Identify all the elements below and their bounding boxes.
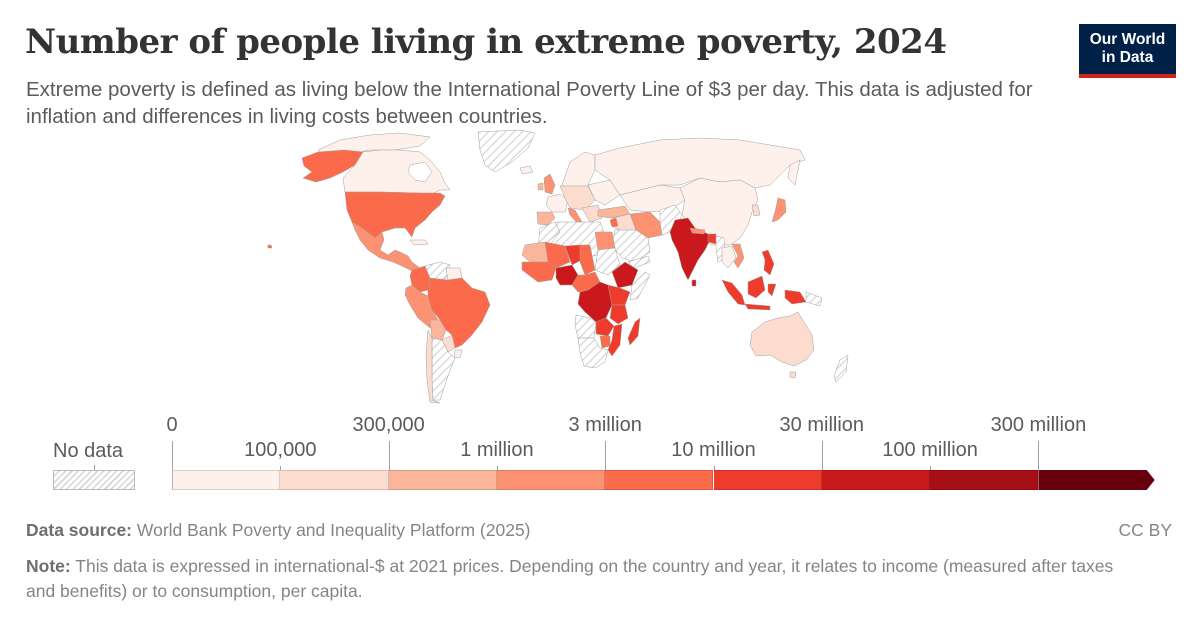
chart-title: Number of people living in extreme pover…: [25, 22, 947, 62]
legend-no-data-label: No data: [53, 440, 124, 462]
legend-no-data-swatch[interactable]: [53, 470, 135, 490]
region-australia: [749, 311, 815, 367]
legend-tick-label: 100,000: [244, 439, 317, 461]
region-iceland: [519, 165, 534, 175]
region-drc: [577, 281, 613, 323]
region-eastern-europe: [587, 179, 621, 206]
region-mexico: [351, 221, 401, 263]
region-sulawesi: [767, 283, 777, 297]
note-label: Note:: [26, 556, 71, 576]
region-tasmania: [789, 371, 797, 379]
legend-tick-minor: [280, 466, 282, 470]
region-hawaii: [267, 244, 273, 249]
legend-bin-7[interactable]: [930, 470, 1039, 490]
legend-bin-4[interactable]: [605, 470, 714, 490]
region-bolivia: [429, 319, 447, 341]
region-nepal: [689, 227, 706, 235]
legend-tick-major: [821, 441, 823, 470]
region-southern-africa: [577, 337, 609, 369]
region-sumatra: [721, 279, 746, 306]
legend-tick-label: 300,000: [352, 414, 425, 436]
region-papua: [784, 289, 807, 305]
region-somalia: [629, 271, 651, 301]
legend-tick-label: 30 million: [779, 414, 865, 436]
region-nz: [833, 354, 849, 383]
region-zambia: [595, 317, 615, 337]
region-philippines: [761, 249, 775, 276]
region-png: [805, 291, 823, 307]
world-map[interactable]: [250, 125, 950, 415]
footnote: Note: This data is expressed in internat…: [26, 554, 1146, 604]
region-ireland: [537, 182, 544, 191]
region-france: [545, 193, 569, 213]
legend-bin-5[interactable]: [713, 470, 822, 490]
legend-tick-minor: [713, 466, 715, 470]
region-hudson-bay: [407, 161, 433, 183]
region-borneo: [747, 275, 766, 299]
region-greenland: [477, 129, 536, 173]
legend-bin-0[interactable]: [172, 470, 281, 490]
data-source-link[interactable]: World Bank Poverty and Inequality Platfo…: [136, 520, 531, 540]
legend-tick-label: 10 million: [671, 439, 756, 461]
region-bangladesh: [707, 233, 717, 245]
owid-logo[interactable]: Our World in Data: [1079, 24, 1176, 78]
region-japan: [771, 197, 787, 223]
region-yemen: [627, 255, 651, 269]
legend-no-data-tick: [94, 465, 95, 471]
legend-bin-6[interactable]: [821, 470, 931, 490]
region-korea: [751, 204, 761, 217]
region-uruguay: [453, 349, 463, 359]
legend-tick-major: [605, 441, 607, 470]
legend-tick-label: 300 million: [990, 414, 1087, 436]
region-tanzania: [609, 304, 629, 325]
region-srilanka: [691, 279, 697, 287]
region-west-africa: [521, 261, 557, 283]
region-thailand: [721, 245, 737, 269]
legend-bin-1[interactable]: [280, 470, 389, 490]
region-kamchatka: [787, 159, 801, 186]
region-sudan: [594, 247, 621, 276]
logo-line2: in Data: [1101, 49, 1154, 66]
region-chile: [425, 329, 441, 404]
logo-line1: Our World: [1089, 31, 1166, 48]
legend-tick-major: [388, 441, 390, 470]
region-spain: [536, 211, 556, 226]
legend-tick-major: [172, 441, 173, 470]
region-ethiopia: [611, 261, 639, 289]
data-source: Data source: World Bank Poverty and Ineq…: [26, 520, 531, 541]
region-balkans: [581, 204, 603, 223]
region-mozambique: [607, 323, 623, 357]
legend-bin-3[interactable]: [496, 470, 606, 490]
region-zimbabwe: [599, 335, 611, 349]
legend-bin-8[interactable]: [1038, 470, 1154, 490]
region-italy: [567, 207, 583, 225]
legend-tick-label: 0: [166, 414, 178, 436]
legend-tick-label: 3 million: [568, 414, 642, 436]
region-uk: [543, 173, 556, 195]
legend-tick-minor: [930, 466, 932, 470]
legend-tick-major: [1038, 441, 1040, 470]
region-java: [744, 303, 771, 311]
region-caribbean: [409, 239, 429, 246]
legend-tick-label: 1 million: [460, 439, 534, 461]
region-chad: [579, 244, 596, 276]
region-cameroon: [571, 271, 601, 293]
legend-bin-2[interactable]: [388, 470, 497, 490]
region-alaska: [301, 149, 364, 183]
legend-tick-minor: [496, 466, 498, 470]
chart-subtitle: Extreme poverty is defined as living bel…: [26, 78, 1033, 128]
license-link[interactable]: CC BY: [1118, 520, 1172, 540]
data-source-label: Data source:: [26, 520, 133, 540]
region-egypt: [594, 231, 616, 251]
region-mali: [544, 241, 571, 269]
note-text: This data is expressed in international-…: [26, 556, 1114, 601]
region-madagascar: [627, 317, 641, 346]
region-vietnam: [731, 243, 745, 269]
region-jordan: [609, 217, 619, 228]
region-brazil: [427, 277, 491, 349]
legend-tick-label: 100 million: [882, 439, 978, 461]
